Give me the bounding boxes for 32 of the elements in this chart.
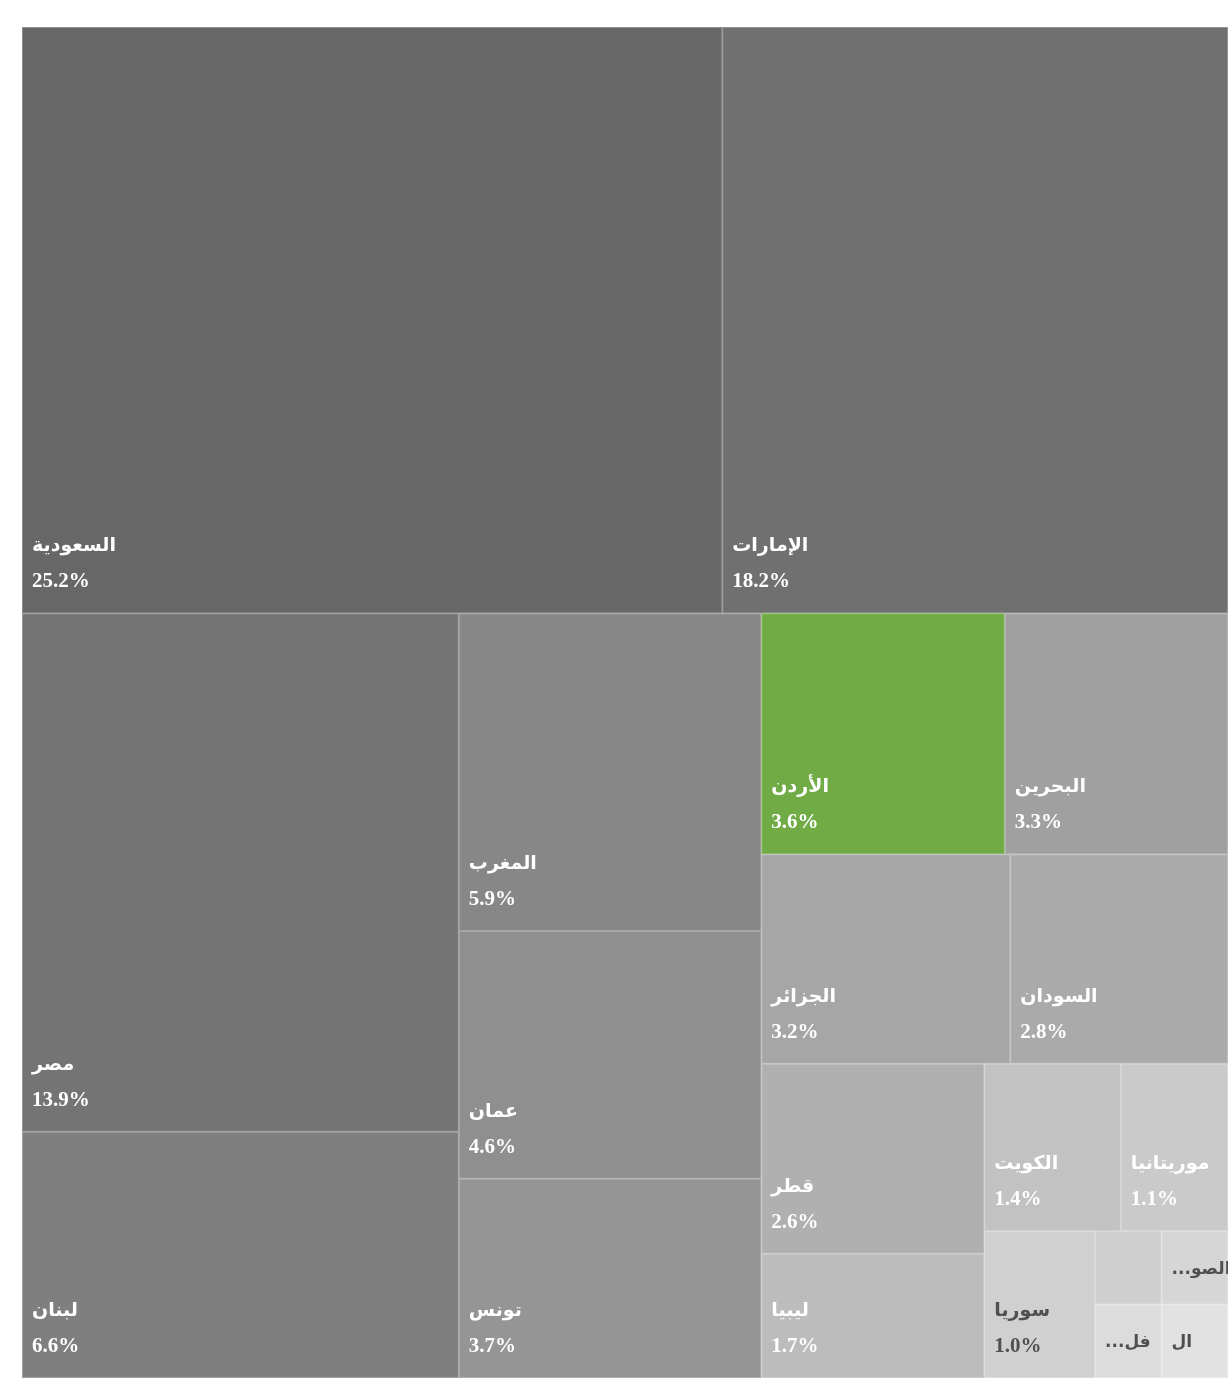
data-label: 1.0% — [994, 1333, 1042, 1357]
data-label: 2.8% — [1020, 1018, 1068, 1043]
data-label: 25.2% — [32, 568, 90, 593]
data-label: 5.9% — [468, 886, 517, 911]
category-label: السودان — [1020, 983, 1098, 1007]
category-label: ال — [1171, 1331, 1193, 1352]
category-label: الإمارات — [732, 533, 809, 557]
category-label: البحرين — [1014, 774, 1086, 798]
category-label: فل... — [1105, 1331, 1151, 1352]
data-label: 2.6% — [771, 1208, 819, 1233]
data-label: 1.4% — [994, 1185, 1042, 1210]
category-label: مصر — [30, 1051, 75, 1075]
data-label: 13.9% — [32, 1086, 90, 1111]
category-label: قطر — [770, 1173, 815, 1197]
category-label: الكويت — [994, 1150, 1059, 1174]
category-label: الجزائر — [770, 983, 836, 1007]
category-label: السعودية — [31, 533, 117, 557]
data-label: 18.2% — [732, 568, 791, 593]
data-label: 6.6% — [32, 1333, 80, 1357]
category-label: الأردن — [771, 774, 829, 798]
category-label: عمان — [468, 1098, 518, 1121]
category-label: المغرب — [468, 851, 537, 875]
data-label: 3.3% — [1014, 809, 1063, 834]
data-label: 3.2% — [771, 1018, 819, 1043]
data-label: 3.7% — [468, 1333, 517, 1357]
category-label: سوريا — [994, 1298, 1051, 1321]
category-label: تونس — [468, 1298, 522, 1321]
data-label: 3.6% — [771, 809, 819, 834]
category-label: ليبيا — [771, 1298, 809, 1320]
data-label: 4.6% — [468, 1133, 517, 1158]
category-label: لبنان — [32, 1298, 78, 1320]
data-label: 1.7% — [771, 1333, 819, 1357]
